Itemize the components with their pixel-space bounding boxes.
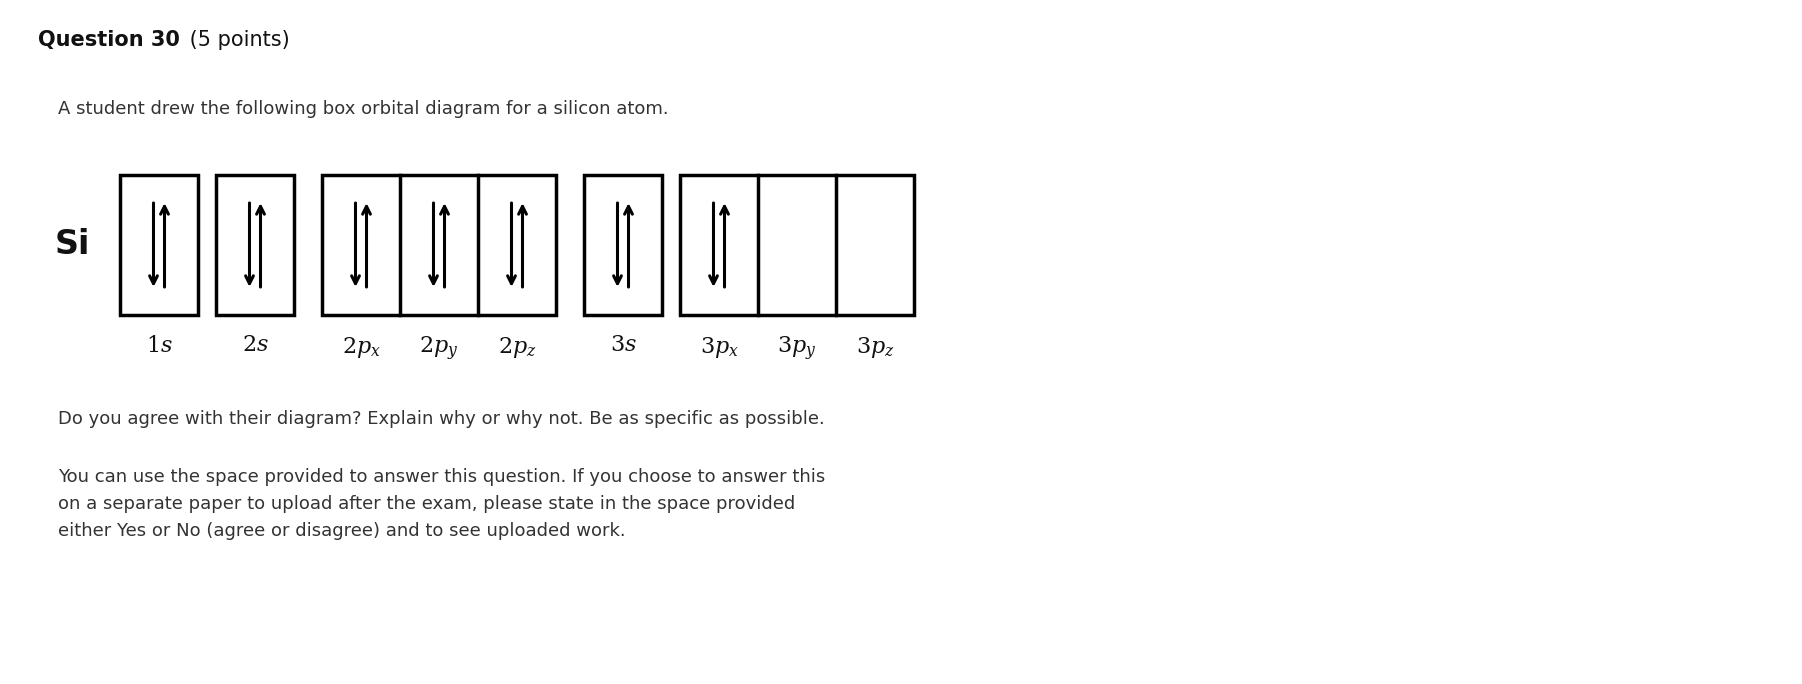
Text: $2p_y$: $2p_y$	[420, 335, 460, 363]
Text: $3s$: $3s$	[609, 335, 636, 355]
Text: $1s$: $1s$	[146, 335, 173, 356]
Text: A student drew the following box orbital diagram for a silicon atom.: A student drew the following box orbital…	[58, 100, 669, 118]
Text: Question 30: Question 30	[38, 30, 180, 50]
Text: (5 points): (5 points)	[184, 30, 290, 50]
Bar	[216, 175, 294, 315]
Text: $2p_z$: $2p_z$	[497, 335, 537, 360]
Bar	[323, 175, 557, 315]
Bar	[121, 175, 198, 315]
Text: $2p_x$: $2p_x$	[342, 335, 380, 360]
Text: $3p_z$: $3p_z$	[856, 335, 894, 360]
Bar	[584, 175, 661, 315]
Text: $3p_x$: $3p_x$	[699, 335, 739, 360]
Text: Do you agree with their diagram? Explain why or why not. Be as specific as possi: Do you agree with their diagram? Explain…	[58, 410, 825, 428]
Text: You can use the space provided to answer this question. If you choose to answer : You can use the space provided to answer…	[58, 468, 825, 540]
Text: $3p_y$: $3p_y$	[777, 335, 816, 363]
Text: Si: Si	[54, 228, 90, 261]
Bar	[679, 175, 914, 315]
Text: $2s$: $2s$	[241, 335, 268, 355]
